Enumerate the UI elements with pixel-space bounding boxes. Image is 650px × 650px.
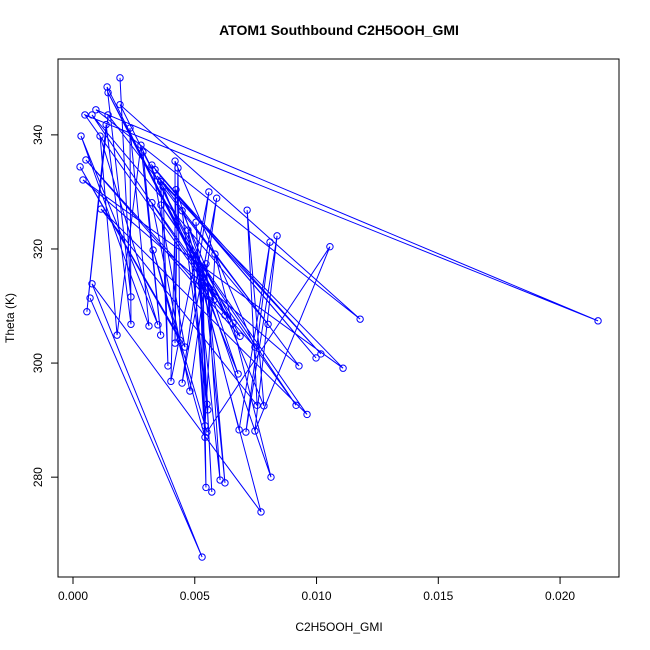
data-point xyxy=(81,111,89,119)
data-line xyxy=(79,77,599,558)
data-point xyxy=(326,242,334,251)
data-point xyxy=(172,185,180,194)
data-point xyxy=(303,410,311,419)
data-point xyxy=(264,320,272,328)
data-point xyxy=(205,188,213,196)
data-point xyxy=(260,402,268,410)
data-point xyxy=(171,157,179,165)
data-point xyxy=(229,319,237,327)
data-point xyxy=(88,280,96,288)
x-tick-label: 0.000 xyxy=(58,589,88,603)
data-point xyxy=(83,308,91,316)
y-tick-label: 280 xyxy=(31,467,45,487)
data-point xyxy=(156,331,165,339)
y-tick-label: 300 xyxy=(31,353,45,373)
data-point xyxy=(196,269,204,277)
data-point xyxy=(257,508,265,516)
data-point xyxy=(234,370,242,378)
data-point xyxy=(86,294,94,302)
data-point xyxy=(127,293,135,301)
plot-frame xyxy=(57,58,620,578)
data-point xyxy=(96,132,104,140)
data-point xyxy=(186,387,194,395)
data-point xyxy=(594,317,602,325)
data-point xyxy=(116,74,124,82)
data-point xyxy=(201,422,209,430)
y-tick-label: 320 xyxy=(31,239,45,259)
data-point xyxy=(198,553,206,561)
data-point xyxy=(208,488,216,496)
data-point xyxy=(211,250,219,258)
data-point xyxy=(181,343,189,351)
data-point xyxy=(197,280,205,288)
data-point xyxy=(113,331,121,339)
data-point xyxy=(242,428,250,436)
data-point xyxy=(88,111,96,119)
y-axis-label: Theta (K) xyxy=(3,293,17,343)
x-tick-label: 0.005 xyxy=(180,589,210,603)
data-point xyxy=(79,176,87,184)
data-point xyxy=(104,111,112,119)
data-point xyxy=(339,364,347,372)
data-point xyxy=(204,406,212,414)
data-point xyxy=(201,433,209,441)
data-point xyxy=(266,238,274,246)
data-point xyxy=(137,141,145,149)
data-point xyxy=(126,124,134,132)
data-point xyxy=(251,427,259,435)
x-tick-label: 0.010 xyxy=(302,589,332,603)
data-point xyxy=(273,232,281,240)
x-axis-label: C2H5OOH_GMI xyxy=(295,620,382,634)
data-point xyxy=(82,156,90,164)
data-point xyxy=(221,479,229,487)
data-point xyxy=(104,88,112,97)
data-point xyxy=(139,148,147,156)
data-point xyxy=(92,106,100,114)
data-point xyxy=(210,296,218,304)
data-point xyxy=(103,83,111,91)
data-point xyxy=(159,183,167,191)
data-point xyxy=(267,473,275,481)
x-tick-label: 0.020 xyxy=(545,589,575,603)
data-point xyxy=(192,256,200,264)
data-point xyxy=(356,315,364,323)
x-tick-label: 0.015 xyxy=(423,589,453,603)
data-point xyxy=(127,320,135,328)
data-point xyxy=(149,246,157,254)
data-point xyxy=(317,350,325,358)
data-point xyxy=(235,426,243,434)
data-point xyxy=(212,194,221,202)
data-point xyxy=(292,401,300,409)
data-point xyxy=(192,218,200,226)
data-point xyxy=(164,362,172,370)
data-point xyxy=(202,483,210,492)
data-point xyxy=(178,379,186,387)
data-point xyxy=(153,172,161,180)
data-point xyxy=(174,164,182,172)
data-point xyxy=(236,332,244,340)
data-point xyxy=(221,311,229,319)
data-point xyxy=(102,120,110,129)
data-point xyxy=(184,226,192,234)
data-point xyxy=(116,100,124,109)
data-point xyxy=(157,201,165,209)
data-point xyxy=(97,205,105,213)
data-point xyxy=(167,377,175,386)
data-point xyxy=(178,207,186,215)
y-tick-label: 340 xyxy=(31,125,45,145)
data-point xyxy=(243,206,251,214)
data-point xyxy=(295,362,303,370)
data-point xyxy=(203,400,211,408)
data-point xyxy=(76,163,84,171)
data-point xyxy=(176,336,184,344)
data-point xyxy=(154,321,162,329)
data-point xyxy=(148,199,156,207)
data-point xyxy=(251,343,259,351)
data-point xyxy=(145,322,153,330)
data-point xyxy=(312,354,320,362)
data-point xyxy=(77,132,85,140)
chart-title: ATOM1 Southbound C2H5OOH_GMI xyxy=(219,22,459,38)
